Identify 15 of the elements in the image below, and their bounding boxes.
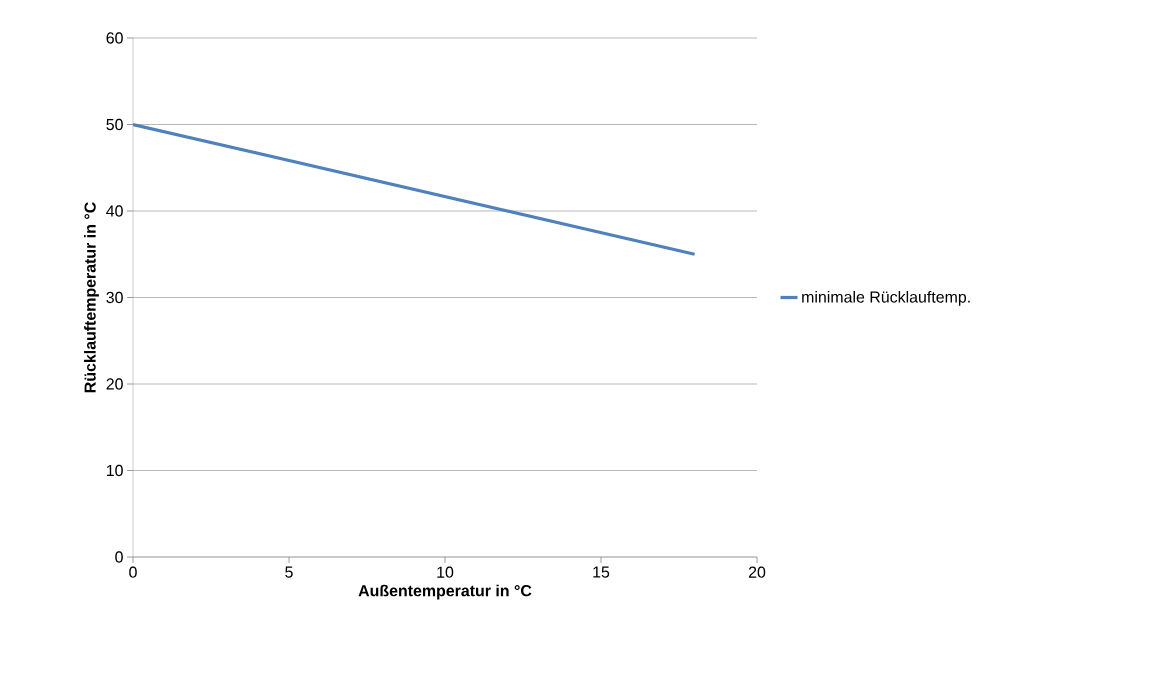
y-axis-title: Rücklauftemperatur in °C [84, 202, 99, 393]
x-tick-label: 0 [129, 566, 137, 578]
y-tick-label: 20 [106, 378, 123, 390]
legend-label: minimale Rücklauftemp. [802, 290, 970, 306]
x-tick-label: 20 [748, 566, 766, 578]
y-tick-label: 10 [106, 464, 123, 477]
y-tick-label: 30 [106, 291, 123, 304]
y-tick-label: 60 [106, 32, 123, 44]
y-tick-label: 0 [115, 551, 123, 563]
x-tick-label: 10 [437, 566, 454, 578]
x-tick-label: 5 [285, 566, 293, 578]
y-tick-label: 50 [106, 118, 123, 131]
y-tick-label: 40 [106, 205, 123, 217]
x-tick-label: 15 [593, 566, 610, 578]
x-axis-title: Außentemperatur in °C [358, 584, 532, 600]
